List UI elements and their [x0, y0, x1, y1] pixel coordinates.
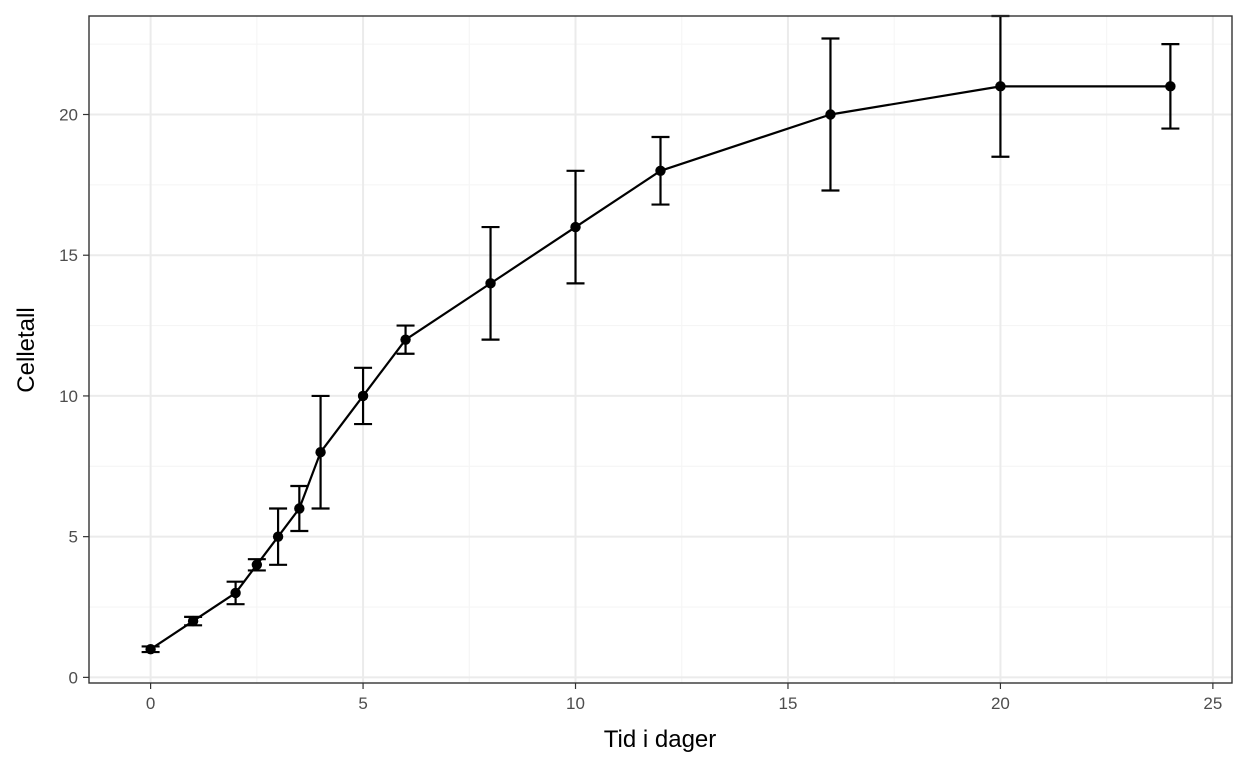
data-point: [570, 221, 581, 233]
data-point: [357, 390, 369, 402]
data-point: [187, 615, 199, 627]
x-tick-label: 0: [146, 694, 155, 713]
panel-border: [88, 15, 1233, 684]
data-point: [400, 334, 411, 345]
x-tick-label: 25: [1203, 694, 1222, 713]
y-tick-label: 10: [59, 387, 78, 406]
minor-gridlines: [89, 16, 1232, 683]
x-tick-label: 15: [779, 694, 798, 713]
x-tick-label: 20: [991, 694, 1010, 713]
y-tick-label: 15: [59, 246, 78, 265]
data-point: [230, 587, 241, 599]
data-point: [995, 81, 1006, 92]
x-tick-label: 10: [566, 694, 585, 713]
y-tick-label: 0: [69, 668, 78, 687]
data-point: [272, 531, 284, 542]
x-axis: 0 5 10 15 20 25: [146, 683, 1222, 713]
data-point: [1165, 81, 1176, 92]
y-axis-title: Celletall: [13, 307, 40, 392]
x-tick-label: 5: [358, 694, 367, 713]
x-axis-title: Tid i dager: [604, 726, 717, 753]
major-gridlines: [89, 16, 1232, 683]
y-tick-label: 20: [59, 106, 78, 125]
data-point: [315, 447, 326, 458]
data-point: [485, 278, 496, 289]
data-point: [655, 165, 666, 176]
data-point: [294, 503, 305, 514]
y-axis: 0 5 10 15 20: [59, 106, 89, 687]
y-tick-label: 5: [69, 528, 78, 547]
data-point: [251, 559, 263, 570]
data-point: [145, 644, 156, 655]
series-layer: [141, 14, 1180, 655]
data-point: [825, 109, 836, 120]
